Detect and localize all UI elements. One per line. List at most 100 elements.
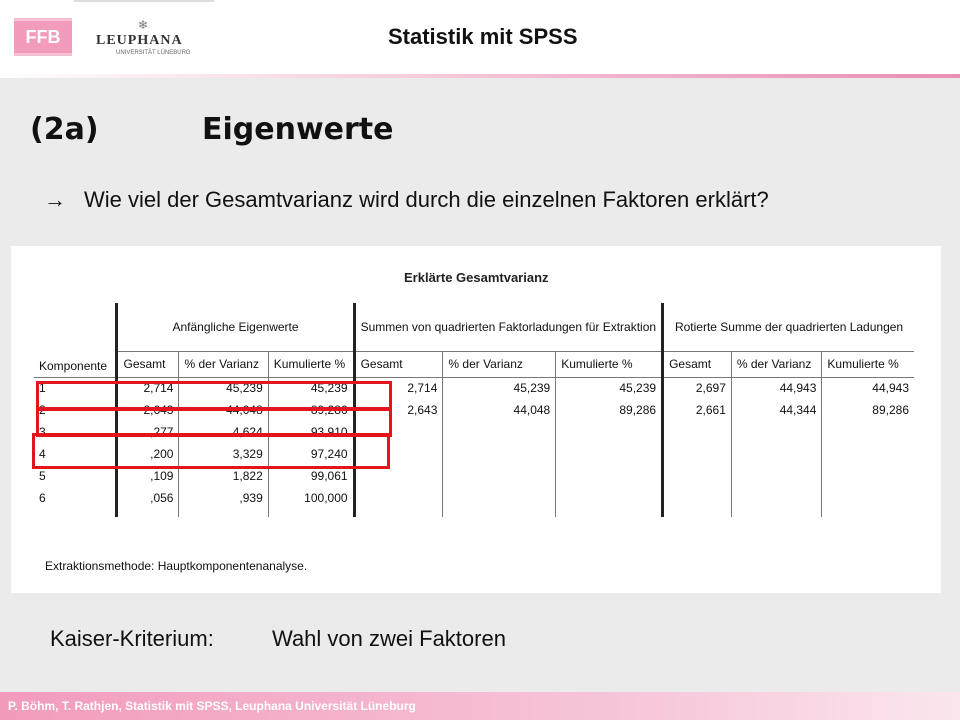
leuphana-logo-subtext: UNIVERSITÄT LÜNEBURG <box>116 50 191 56</box>
value-cell <box>661 443 732 465</box>
column-header: Kumulierte % <box>821 351 914 378</box>
slide-title: (2a) Eigenwerte <box>30 112 394 147</box>
column-header: Gesamt <box>661 351 732 378</box>
crest-icon: ❄ <box>138 18 149 32</box>
value-cell <box>442 487 556 509</box>
kaiser-criterion: Kaiser-Kriterium: Wahl von zwei Faktoren <box>50 626 506 652</box>
table-group-header-row: Komponente Anfängliche Eigenwerte Summen v… <box>34 303 914 378</box>
value-cell <box>730 487 822 509</box>
group-header: Summen von quadrierten Faktorladungen fü… <box>352 303 663 352</box>
column-header-component: Komponente <box>34 303 117 378</box>
table-row: 4 ,200 3,329 97,240 <box>34 443 914 465</box>
value-cell <box>821 443 914 465</box>
empty-cell <box>442 509 556 517</box>
value-cell <box>442 465 556 487</box>
value-cell <box>352 421 443 443</box>
footer-text: P. Böhm, T. Rathjen, Statistik mit SPSS,… <box>8 699 416 713</box>
spss-output-panel: Erklärte Gesamtvarianz Komponente Anfängl… <box>11 246 941 593</box>
value-cell: 99,061 <box>267 465 355 487</box>
value-cell: 45,239 <box>555 377 663 399</box>
value-cell <box>442 443 556 465</box>
value-cell <box>352 465 443 487</box>
empty-cell <box>115 509 179 517</box>
empty-cell <box>352 509 443 517</box>
value-cell <box>661 487 732 509</box>
component-number-cell: 6 <box>39 491 46 505</box>
value-cell: 1,822 <box>178 465 269 487</box>
value-cell: ,109 <box>115 465 179 487</box>
kaiser-value: Wahl von zwei Faktoren <box>272 626 506 651</box>
value-cell <box>821 487 914 509</box>
table-title: Erklärte Gesamtvarianz <box>404 270 549 285</box>
ffb-logo: FFB <box>14 18 72 56</box>
value-cell <box>352 487 443 509</box>
value-cell <box>555 443 663 465</box>
group-header: Anfängliche Eigenwerte <box>115 303 355 352</box>
value-cell <box>821 465 914 487</box>
table-row: 6 ,056,939 100,000 <box>34 487 914 509</box>
value-cell: ,200 <box>115 443 179 465</box>
table-row: 2 2,643 44,048 89,286 2,643 44,048 89,286 2,661… <box>34 399 914 421</box>
column-header: Kumulierte % <box>267 351 355 378</box>
extraction-note: Extraktionsmethode: Hauptkomponentenanal… <box>45 559 308 573</box>
table-row: 5 ,109 1,822 99,061 <box>34 465 914 487</box>
empty-cell <box>821 509 914 517</box>
value-cell: 2,697 <box>661 377 732 399</box>
slide-footer: P. Böhm, T. Rathjen, Statistik mit SPSS,… <box>0 692 960 720</box>
question-text: Wie viel der Gesamtvarianz wird durch di… <box>84 187 769 212</box>
value-cell <box>661 465 732 487</box>
value-cell <box>555 487 663 509</box>
column-header: % der Varianz <box>442 351 556 378</box>
column-header: % der Varianz <box>730 351 822 378</box>
value-cell <box>730 443 822 465</box>
empty-cell <box>555 509 663 517</box>
value-cell: 89,286 <box>821 399 914 421</box>
arrow-icon: → <box>44 187 66 212</box>
slide-header: FFB ❄ LEUPHANA UNIVERSITÄT LÜNEBURG Stat… <box>0 0 960 76</box>
value-cell <box>821 421 914 443</box>
value-cell: 44,943 <box>821 377 914 399</box>
value-cell: ,056 <box>115 487 179 509</box>
value-cell: 44,943 <box>730 377 822 399</box>
column-header: Kumulierte % <box>555 351 663 378</box>
table-column-header-row: Gesamt% der Varianz Kumulierte % Gesamt% d… <box>34 351 914 378</box>
value-cell <box>555 421 663 443</box>
highlight-component-3 <box>32 433 390 469</box>
table-row: 3,277 4,624 93,910 <box>34 421 914 443</box>
kaiser-label: Kaiser-Kriterium: <box>50 626 214 651</box>
column-header: Gesamt <box>115 351 179 378</box>
component-number-cell: 1 <box>39 381 46 396</box>
value-cell <box>555 465 663 487</box>
component-number-cell: 4 <box>39 447 46 461</box>
value-cell <box>730 465 822 487</box>
value-cell <box>661 421 732 443</box>
group-header: Rotierte Summe der quadrierten Ladungen <box>661 303 914 352</box>
leuphana-logo-text: LEUPHANA <box>96 33 183 48</box>
value-cell: 44,344 <box>730 399 822 421</box>
empty-cell <box>178 509 269 517</box>
leuphana-logo: ❄ LEUPHANA UNIVERSITÄT LÜNEBURG <box>74 0 214 62</box>
value-cell: 89,286 <box>555 399 663 421</box>
header-divider <box>0 74 960 78</box>
value-cell: 44,048 <box>442 399 556 421</box>
value-cell: ,939 <box>178 487 269 509</box>
table-row: 1 2,714 45,239 45,239 2,714 45,239 45,239 2,697… <box>34 377 914 399</box>
slide-heading: Eigenwerte <box>202 112 394 147</box>
empty-cell <box>267 509 355 517</box>
variance-table: Komponente Anfängliche Eigenwerte Summen v… <box>34 303 914 517</box>
column-header: Gesamt <box>352 351 443 378</box>
value-cell: 100,000 <box>267 487 355 509</box>
value-cell: 45,239 <box>442 377 556 399</box>
table-spacer-row <box>34 509 914 517</box>
slide-question: → Wie viel der Gesamtvarianz wird durch d… <box>44 187 769 213</box>
empty-cell <box>34 509 117 517</box>
course-title: Statistik mit SPSS <box>388 24 578 49</box>
value-cell <box>730 421 822 443</box>
column-header: % der Varianz <box>178 351 269 378</box>
value-cell: 97,240 <box>267 443 355 465</box>
component-number-cell: 5 <box>39 469 46 483</box>
variance-table-body: Komponente Anfängliche Eigenwerte Summen v… <box>34 303 914 517</box>
empty-cell <box>730 509 822 517</box>
component-number-cell: 3 <box>39 425 46 439</box>
value-cell: 2,661 <box>661 399 732 421</box>
